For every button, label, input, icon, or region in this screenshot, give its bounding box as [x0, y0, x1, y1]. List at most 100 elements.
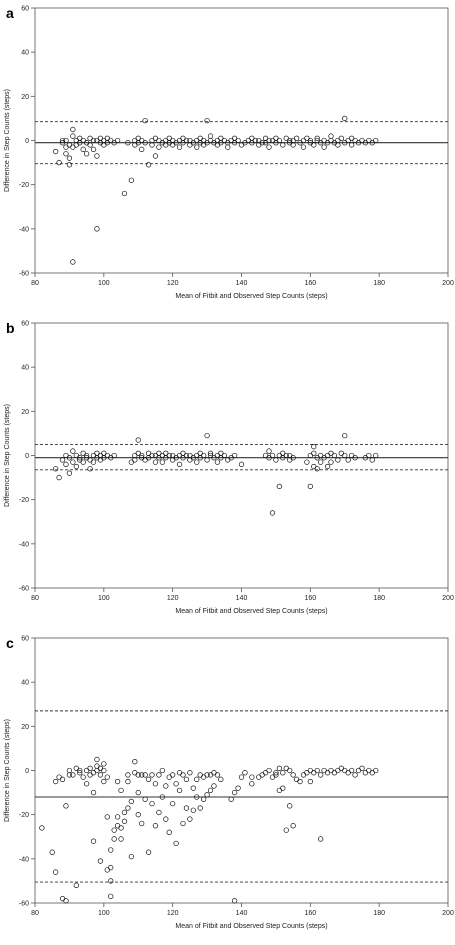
data-point: [90, 459, 97, 465]
data-point: [135, 789, 141, 796]
y-tick-label: -60: [19, 901, 29, 908]
data-point: [300, 137, 307, 144]
data-point: [73, 882, 79, 888]
x-axis-title: Mean of Fitbit and Observed Step Counts …: [175, 293, 327, 300]
data-point: [207, 772, 214, 778]
data-point: [345, 457, 351, 463]
data-point: [352, 455, 358, 461]
data-point: [63, 144, 69, 150]
data-point: [225, 144, 231, 150]
data-point: [190, 785, 196, 791]
data-point: [221, 137, 227, 144]
data-point: [238, 774, 245, 780]
y-axis-title: Difference in Step Counts (steps): [4, 89, 11, 192]
data-point: [118, 836, 124, 842]
y-tick-label: -20: [19, 182, 29, 189]
x-tick-label: 140: [236, 595, 248, 602]
data-point: [59, 776, 66, 782]
data-point: [139, 772, 145, 778]
data-point: [159, 794, 165, 800]
data-point: [307, 767, 313, 774]
data-point: [156, 772, 162, 778]
data-point: [156, 137, 162, 144]
data-point: [87, 135, 93, 141]
data-point: [166, 452, 172, 459]
data-point: [70, 144, 76, 150]
y-tick-label: 40: [21, 50, 29, 57]
y-tick-label: -40: [19, 226, 29, 233]
data-point: [170, 800, 176, 807]
y-axis-title: Difference in Step Counts (steps): [4, 404, 11, 507]
data-point: [104, 135, 110, 141]
data-point: [104, 867, 110, 873]
data-point: [249, 781, 255, 787]
data-point: [290, 823, 296, 829]
data-point: [307, 483, 313, 490]
data-point: [176, 137, 183, 144]
data-point: [132, 759, 138, 765]
data-point: [180, 820, 186, 827]
data-point: [159, 452, 165, 459]
data-point: [114, 137, 121, 144]
data-point: [311, 770, 317, 776]
data-point: [256, 142, 262, 148]
data-point: [197, 135, 203, 141]
data-point: [166, 774, 172, 780]
data-point: [348, 142, 355, 148]
data-point: [80, 450, 86, 456]
data-point: [348, 452, 355, 459]
data-point: [90, 770, 97, 776]
data-point: [342, 767, 348, 774]
data-point: [362, 770, 369, 776]
data-point: [152, 781, 159, 787]
data-point: [121, 818, 128, 824]
data-point: [63, 137, 69, 144]
x-tick-label: 100: [98, 595, 110, 602]
data-point: [97, 772, 104, 778]
data-point: [170, 452, 176, 459]
data-point: [87, 765, 93, 771]
data-point: [235, 137, 241, 144]
data-point: [87, 466, 93, 472]
data-point: [97, 452, 104, 459]
data-point: [176, 144, 183, 150]
panel-label: b: [6, 320, 15, 336]
data-point: [335, 457, 341, 463]
data-point: [152, 452, 159, 459]
data-point: [170, 142, 176, 148]
data-point: [170, 457, 176, 463]
data-point: [83, 781, 90, 787]
y-tick-label: 0: [25, 138, 29, 145]
data-point: [373, 767, 379, 774]
data-point: [276, 137, 283, 144]
data-point: [187, 142, 193, 148]
data-point: [135, 437, 141, 443]
x-tick-label: 160: [304, 280, 316, 287]
y-tick-label: 60: [21, 6, 29, 13]
data-point: [252, 137, 258, 144]
plot-frame: [34, 7, 449, 274]
x-tick-label: 80: [31, 280, 39, 287]
data-point: [114, 814, 121, 820]
data-point: [249, 135, 255, 141]
data-point: [145, 776, 152, 782]
data-point: [152, 135, 159, 141]
data-point: [135, 772, 141, 778]
data-point: [145, 450, 152, 456]
data-point: [101, 778, 107, 785]
data-point: [314, 767, 320, 774]
data-point: [287, 767, 293, 774]
data-point: [104, 452, 110, 459]
data-point: [173, 840, 179, 847]
data-point: [114, 778, 121, 785]
data-point: [94, 756, 100, 763]
data-point: [128, 177, 135, 183]
data-point: [259, 772, 265, 778]
data-point: [90, 838, 97, 844]
data-point: [66, 772, 73, 778]
data-point: [111, 827, 117, 833]
data-point: [183, 776, 190, 782]
data-point: [149, 800, 155, 807]
x-tick-label: 200: [442, 280, 454, 287]
